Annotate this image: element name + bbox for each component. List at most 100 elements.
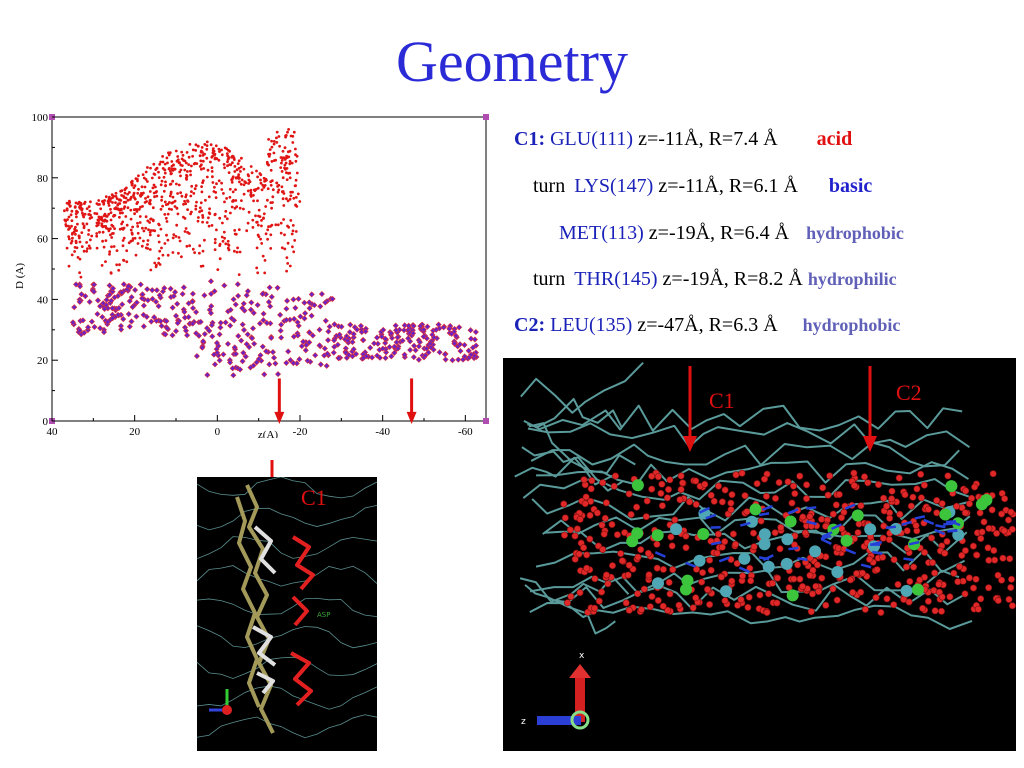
data-point xyxy=(363,353,370,360)
data-point xyxy=(123,191,127,195)
data-point xyxy=(67,264,71,268)
data-point xyxy=(194,184,198,188)
data-point xyxy=(449,357,456,364)
data-point xyxy=(139,192,143,195)
data-point xyxy=(114,195,118,198)
data-point xyxy=(277,188,281,192)
data-point xyxy=(144,170,148,174)
data-point xyxy=(236,162,240,165)
data-point xyxy=(238,250,242,254)
data-point xyxy=(227,322,234,329)
data-point xyxy=(69,241,73,245)
data-point xyxy=(312,352,319,359)
data-point xyxy=(158,322,165,329)
data-point xyxy=(183,230,187,233)
data-point xyxy=(239,358,246,365)
data-point xyxy=(197,318,204,325)
data-point xyxy=(144,226,148,230)
data-point xyxy=(331,337,338,344)
data-point xyxy=(194,143,198,147)
data-point xyxy=(270,179,274,183)
data-point xyxy=(250,309,257,316)
data-point xyxy=(132,286,139,294)
data-point xyxy=(130,231,134,235)
data-point xyxy=(201,331,208,338)
data-point xyxy=(111,196,114,200)
data-point xyxy=(308,291,315,298)
data-point xyxy=(122,258,125,262)
data-point xyxy=(78,271,81,275)
data-point xyxy=(224,242,228,246)
data-point xyxy=(461,341,468,349)
data-point xyxy=(160,246,163,250)
data-point xyxy=(283,163,287,167)
data-point xyxy=(171,195,175,199)
data-point xyxy=(217,319,224,326)
data-point xyxy=(285,197,288,201)
data-point xyxy=(405,322,412,329)
data-point xyxy=(74,241,78,245)
data-point xyxy=(249,325,257,332)
data-point xyxy=(125,260,129,264)
data-point xyxy=(262,212,266,216)
data-point xyxy=(118,289,126,296)
data-point xyxy=(157,170,160,174)
data-point xyxy=(235,332,242,340)
y-tick-label: 0 xyxy=(43,416,49,428)
data-point xyxy=(79,275,83,279)
data-point xyxy=(317,361,324,368)
turn-label: turn xyxy=(533,175,566,197)
data-point xyxy=(269,247,273,250)
data-point xyxy=(240,178,244,182)
data-point xyxy=(284,297,291,304)
data-point xyxy=(122,207,126,210)
data-point xyxy=(383,349,390,356)
data-point xyxy=(155,303,162,310)
data-point xyxy=(292,304,299,311)
data-point xyxy=(172,312,180,319)
data-point xyxy=(239,182,243,186)
data-point xyxy=(151,186,155,190)
data-point xyxy=(99,207,103,211)
data-point xyxy=(118,227,122,231)
data-point xyxy=(198,251,201,255)
data-point xyxy=(200,146,204,149)
data-point xyxy=(209,333,216,340)
data-point xyxy=(353,326,361,333)
data-point xyxy=(249,165,253,168)
data-point xyxy=(251,218,255,222)
data-point xyxy=(194,207,198,211)
data-point xyxy=(198,210,202,214)
data-point xyxy=(349,339,356,346)
data-point xyxy=(113,227,116,230)
data-point xyxy=(225,152,229,155)
data-point xyxy=(280,190,284,194)
data-point xyxy=(228,163,232,166)
data-point xyxy=(170,172,173,175)
data-point xyxy=(83,212,87,216)
data-point xyxy=(220,148,223,152)
data-point xyxy=(249,188,253,192)
y-tick-label: 100 xyxy=(32,112,49,124)
data-point xyxy=(120,316,127,323)
data-point xyxy=(467,327,474,334)
data-point xyxy=(160,195,164,199)
data-point xyxy=(225,217,229,221)
data-point xyxy=(172,167,176,171)
data-point xyxy=(231,317,238,324)
data-point xyxy=(285,178,289,181)
data-point xyxy=(201,292,208,299)
data-point xyxy=(132,208,136,212)
y-tick-label: 20 xyxy=(37,355,49,367)
data-point xyxy=(139,291,146,298)
data-point xyxy=(296,192,300,196)
data-point xyxy=(168,194,172,198)
residue-row-lys147: turn LYS(147) z=-11Å, R=6.1 Å basic xyxy=(533,175,872,198)
data-point xyxy=(288,176,292,180)
data-point xyxy=(114,191,118,195)
data-point xyxy=(164,180,167,184)
data-point xyxy=(94,310,101,318)
data-point xyxy=(70,232,74,236)
data-point xyxy=(207,224,211,228)
data-point xyxy=(203,143,207,146)
